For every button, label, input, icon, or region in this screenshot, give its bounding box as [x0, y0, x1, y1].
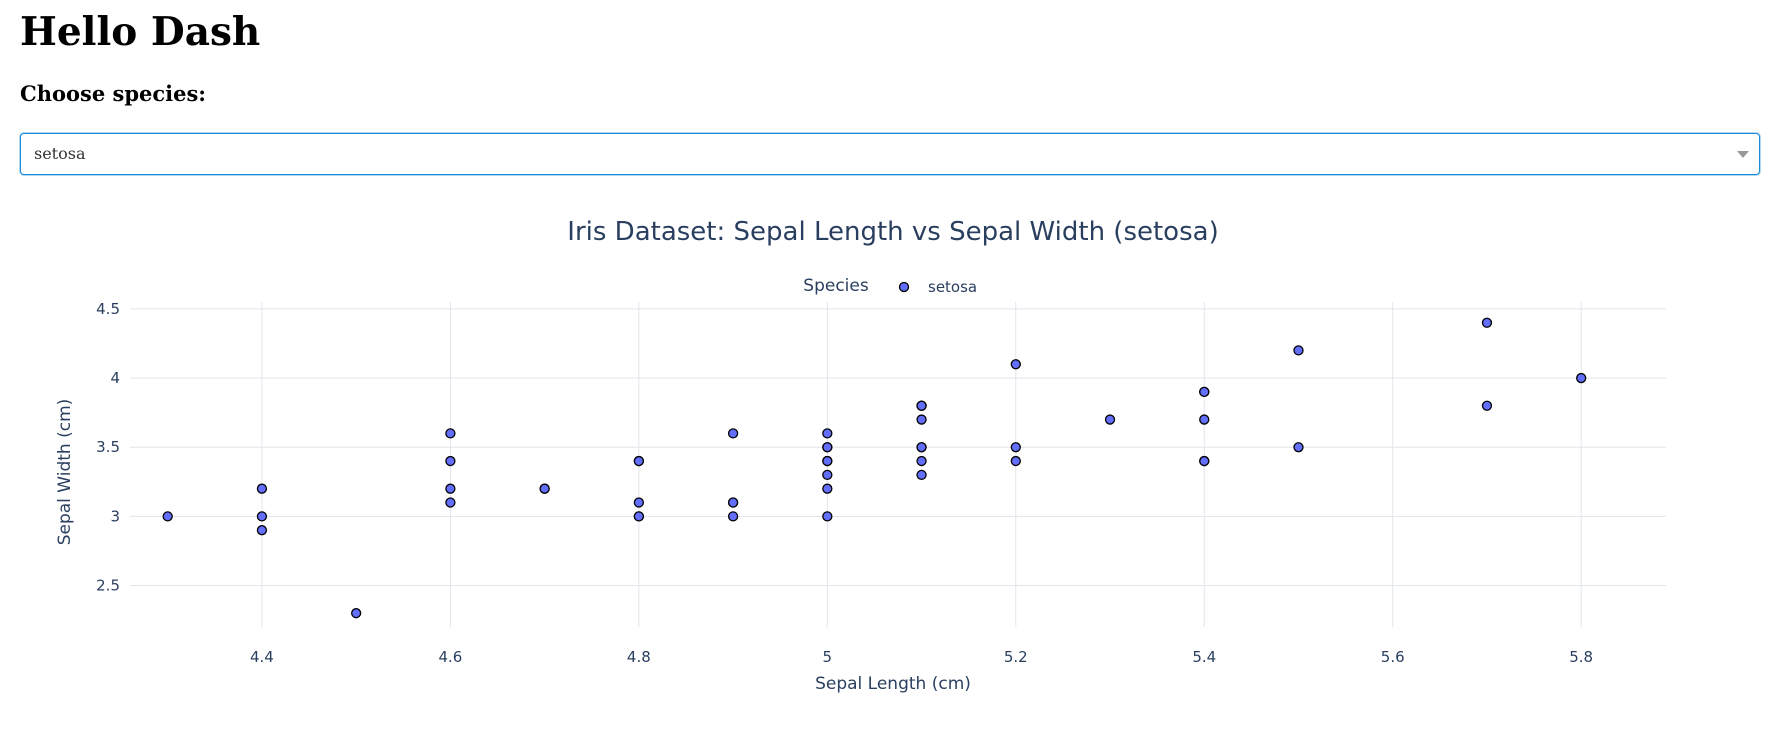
scatter-point[interactable]	[916, 414, 927, 425]
scatter-point[interactable]	[1104, 414, 1116, 425]
page-title: Hello Dash	[20, 9, 261, 55]
scatter-point[interactable]	[1199, 455, 1210, 467]
scatter-point[interactable]	[1293, 345, 1304, 356]
y-tick-label: 4	[110, 369, 120, 387]
scatter-point[interactable]	[1010, 442, 1021, 453]
scatter-point[interactable]	[1576, 372, 1587, 384]
y-axis-label: Sepal Width (cm)	[55, 399, 75, 546]
scatter-point[interactable]	[1010, 455, 1021, 467]
legend-marker	[898, 281, 910, 293]
y-tick-label: 3.5	[96, 438, 120, 456]
scatter-point[interactable]	[1199, 414, 1210, 425]
scatter-point[interactable]	[162, 511, 173, 522]
y-tick-label: 3	[110, 507, 120, 525]
scatter-point[interactable]	[916, 400, 927, 411]
scatter-point[interactable]	[822, 483, 833, 494]
scatter-point[interactable]	[727, 511, 739, 522]
axes: 4.4 4.6 4.8 5 5.2 5.4 5.6 5.8 2.5 3 3.5 4 4.5	[96, 300, 1593, 666]
species-dropdown-label: Choose species:	[20, 81, 207, 106]
scatter-point[interactable]	[727, 497, 739, 508]
x-tick-label: 4.6	[438, 648, 462, 666]
scatter-point[interactable]	[633, 497, 645, 508]
scatter-point[interactable]	[1199, 386, 1210, 398]
grid-lines	[130, 302, 1666, 627]
x-tick-label: 4.8	[627, 648, 651, 666]
scatter-chart-container: 4.4 4.6 4.8 5 5.2 5.4 5.6 5.8 2.5 3 3.5 4 4.5 Iris D…	[0, 200, 1778, 729]
chart-title: Iris Dataset: Sepal Length vs Sepal Widt…	[567, 217, 1218, 247]
scatter-point[interactable]	[916, 442, 927, 453]
scatter-point[interactable]	[633, 511, 645, 522]
scatter-point[interactable]	[822, 455, 833, 467]
x-tick-label: 5.2	[1004, 648, 1028, 666]
species-dropdown[interactable]: setosa	[20, 133, 1760, 175]
legend-label: setosa	[928, 278, 977, 296]
scatter-point[interactable]	[916, 469, 927, 481]
scatter-point[interactable]	[539, 483, 550, 494]
x-tick-label: 4.4	[250, 648, 274, 666]
scatter-point[interactable]	[822, 469, 833, 481]
x-tick-label: 5	[823, 648, 833, 666]
x-tick-label: 5.6	[1381, 648, 1405, 666]
scatter-point[interactable]	[445, 455, 456, 467]
scatter-point[interactable]	[1481, 400, 1493, 411]
scatter-point[interactable]	[445, 497, 456, 508]
scatter-point[interactable]	[1293, 442, 1304, 453]
scatter-point[interactable]	[256, 483, 268, 494]
scatter-point[interactable]	[822, 428, 833, 439]
scatter-point[interactable]	[351, 608, 362, 619]
x-axis-label: Sepal Length (cm)	[815, 674, 971, 694]
scatter-point[interactable]	[1481, 317, 1493, 328]
scatter-chart[interactable]: 4.4 4.6 4.8 5 5.2 5.4 5.6 5.8 2.5 3 3.5 4 4.5 Iris D…	[0, 200, 1778, 729]
data-points	[162, 317, 1587, 619]
scatter-point[interactable]	[1010, 359, 1021, 370]
scatter-point[interactable]	[727, 428, 739, 439]
scatter-point[interactable]	[916, 455, 927, 467]
x-tick-label: 5.4	[1192, 648, 1216, 666]
legend-title: Species	[803, 276, 869, 296]
scatter-point[interactable]	[445, 483, 456, 494]
scatter-point[interactable]	[256, 525, 268, 536]
x-tick-label: 5.8	[1569, 648, 1593, 666]
scatter-point[interactable]	[822, 442, 833, 453]
scatter-point[interactable]	[633, 455, 645, 467]
species-dropdown-value: setosa	[34, 144, 86, 163]
scatter-point[interactable]	[822, 511, 833, 522]
y-tick-label: 2.5	[96, 577, 120, 595]
chevron-down-icon[interactable]	[1737, 151, 1749, 158]
scatter-point[interactable]	[256, 511, 268, 522]
y-tick-label: 4.5	[96, 300, 120, 318]
scatter-point[interactable]	[445, 428, 456, 439]
legend-item-setosa[interactable]: setosa	[898, 278, 978, 296]
